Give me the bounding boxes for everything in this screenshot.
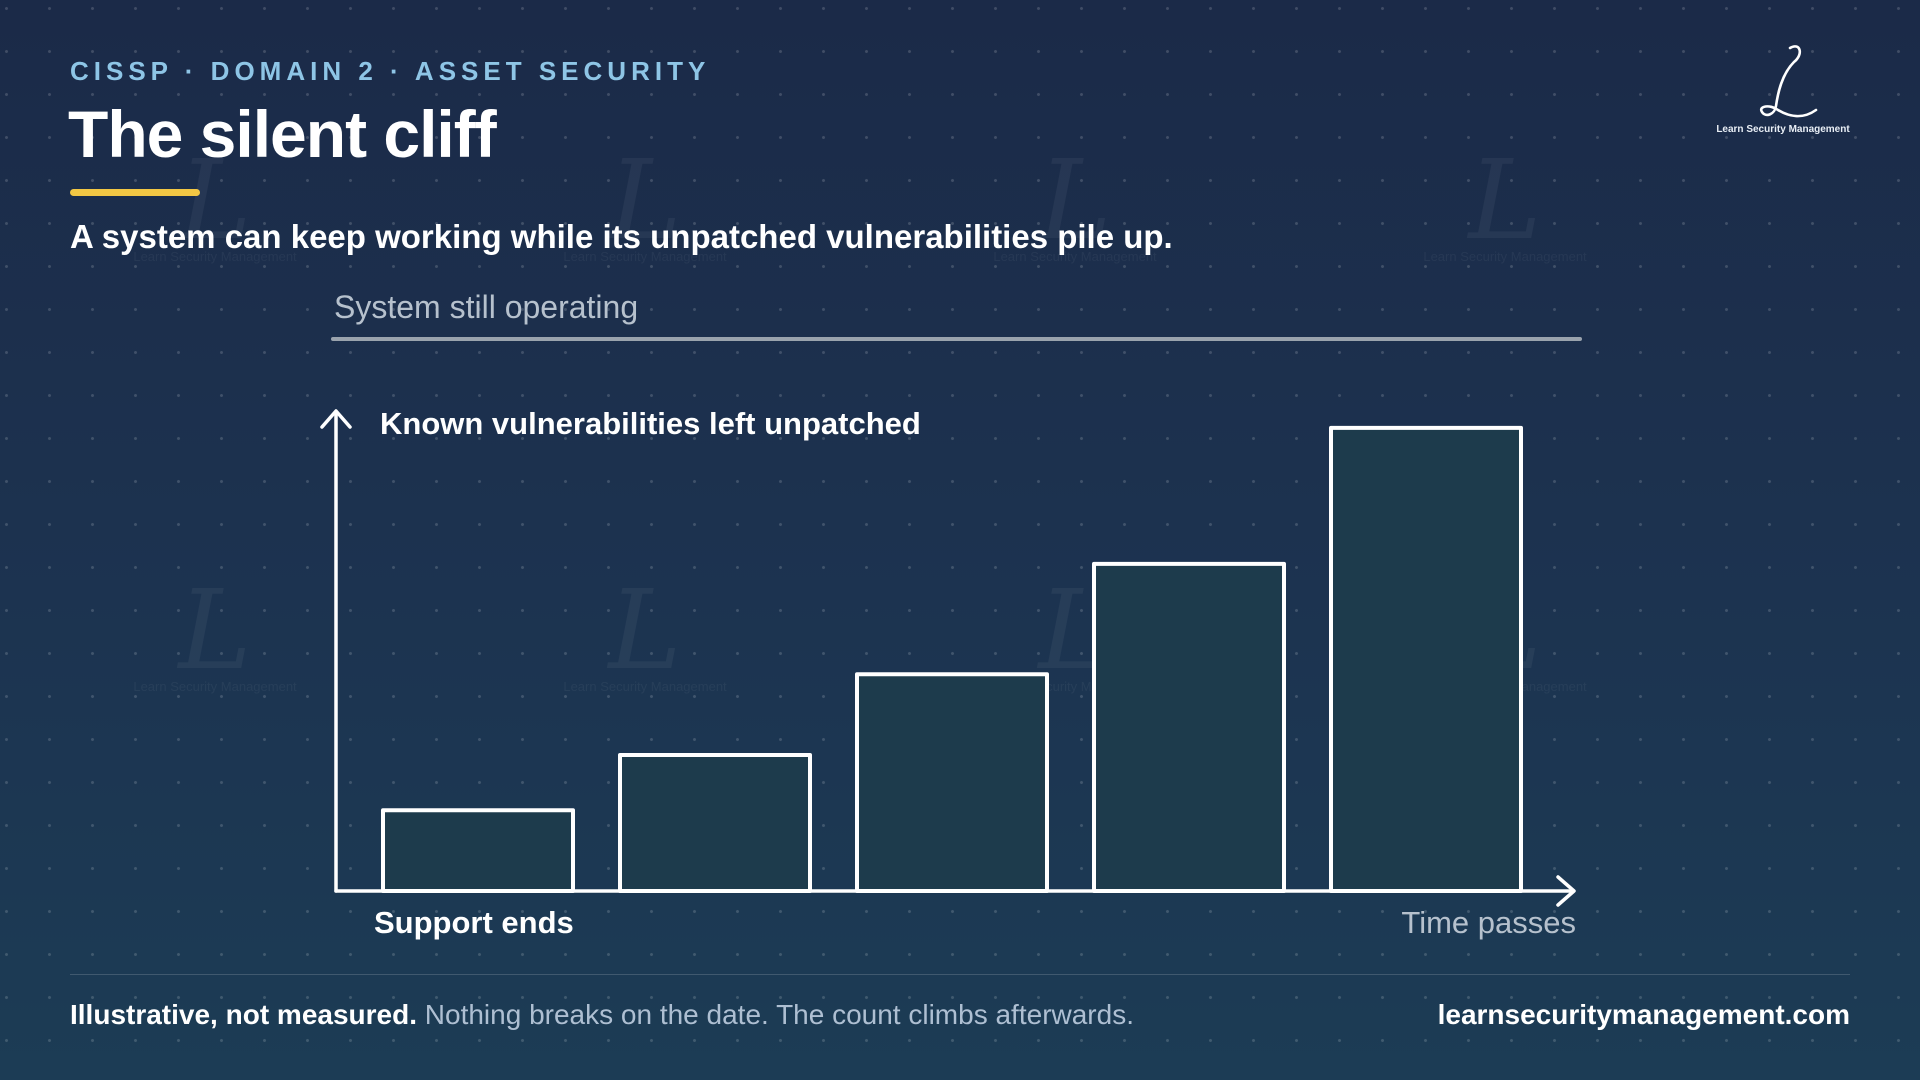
- page-title: The silent cliff: [68, 97, 497, 171]
- title-underline: [70, 189, 200, 196]
- footer-note: Nothing breaks on the date. The count cl…: [424, 999, 1134, 1030]
- bar-1: [381, 808, 575, 894]
- bar-4: [1092, 561, 1286, 893]
- bar-3: [855, 672, 1049, 893]
- footer-divider: [70, 974, 1850, 975]
- course-kicker: CISSP · DOMAIN 2 · ASSET SECURITY: [70, 56, 711, 86]
- x-axis-arrow-icon: [1556, 875, 1576, 907]
- bar-5: [1329, 425, 1523, 893]
- top-band-label: System still operating: [334, 289, 638, 325]
- bar-group: [381, 425, 1523, 894]
- x-axis-start-label: Support ends: [374, 905, 574, 940]
- brand-logo: Learn Security Management: [1700, 40, 1866, 135]
- bar-2: [618, 753, 812, 894]
- footer-disclaimer: Illustrative, not measured.: [70, 999, 417, 1030]
- footer-caption: Illustrative, not measured. Nothing brea…: [70, 999, 1134, 1031]
- x-axis-end-label: Time passes: [1401, 905, 1576, 940]
- y-axis-arrow-icon: [320, 409, 352, 429]
- y-axis-label: Known vulnerabilities left unpatched: [380, 406, 921, 441]
- footer-site-link[interactable]: learnsecuritymanagement.com: [1437, 999, 1850, 1030]
- logo-script-l-icon: [1759, 45, 1818, 118]
- page-subtitle: A system can keep working while its unpa…: [70, 218, 1173, 255]
- logo-text: Learn Security Management: [1716, 124, 1850, 135]
